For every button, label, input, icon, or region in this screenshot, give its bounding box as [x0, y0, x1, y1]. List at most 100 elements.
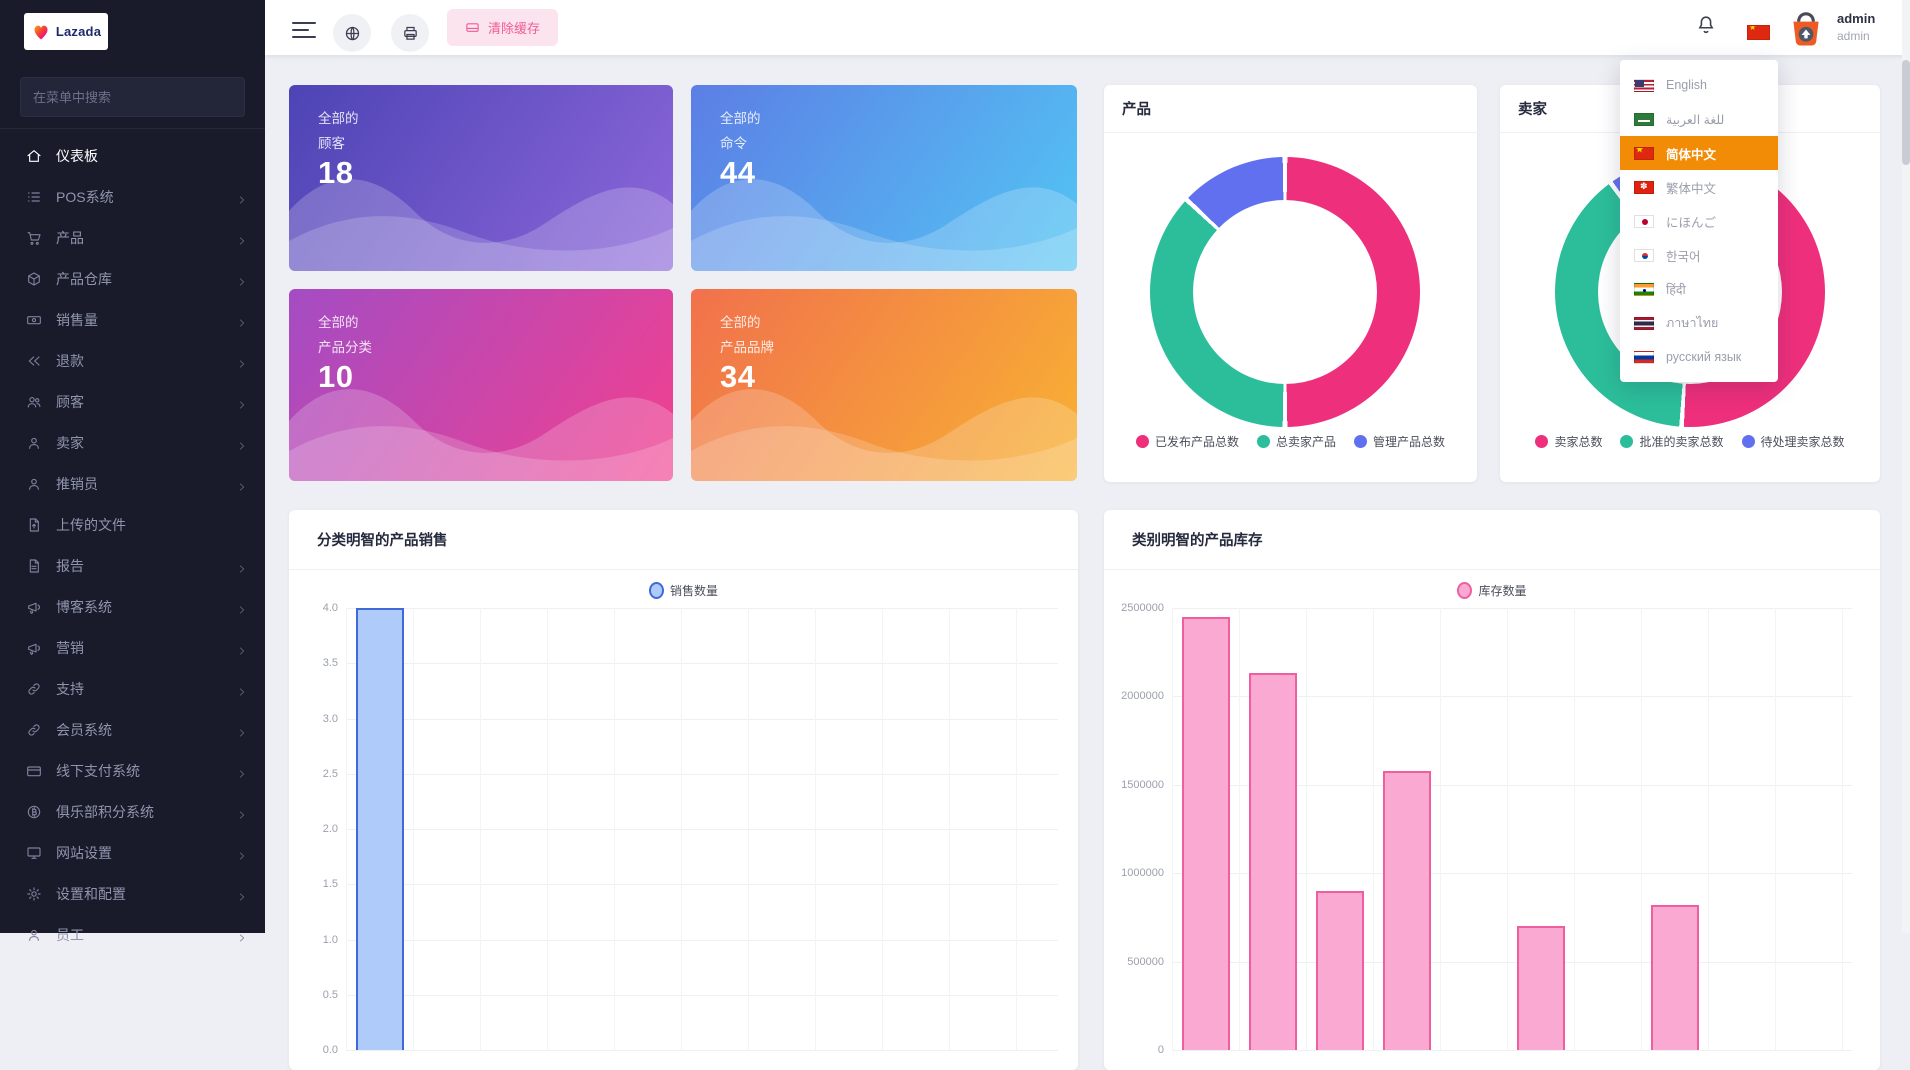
brand-logo[interactable]: Lazada	[24, 13, 108, 50]
shopping-bag-avatar-icon	[1793, 12, 1819, 46]
sidebar-item-label: POS系统	[56, 188, 114, 205]
banknote-icon	[26, 311, 43, 328]
sidebar-item-5[interactable]: 销售量	[0, 299, 265, 340]
stat-card-4[interactable]: 全部的 产品品牌 34	[691, 289, 1077, 481]
sidebar-item-label: 报告	[56, 557, 84, 574]
flag-in-icon	[1634, 282, 1654, 296]
sidebar-item-10[interactable]: 上传的文件	[0, 504, 265, 545]
notifications-button[interactable]	[1695, 14, 1723, 42]
sidebar-item-label: 产品仓库	[56, 270, 112, 287]
language-option-us[interactable]: English	[1620, 68, 1778, 102]
sidebar-item-1[interactable]: 仪表板	[0, 135, 265, 176]
list-icon	[26, 188, 43, 205]
sidebar-item-2[interactable]: POS系统	[0, 176, 265, 217]
legend-entry[interactable]: 待处理卖家总数	[1741, 433, 1845, 450]
clear-cache-button[interactable]: 清除缓存	[447, 9, 559, 46]
current-language-flag[interactable]	[1747, 25, 1770, 40]
stat-value: 10	[318, 359, 354, 394]
print-button[interactable]	[391, 14, 429, 52]
sidebar-item-label: 博客系统	[56, 598, 112, 615]
stat-card-2[interactable]: 全部的 命令 44	[691, 85, 1077, 271]
wave-decoration	[289, 389, 673, 481]
user-name: admin	[1837, 11, 1876, 26]
users-icon	[27, 396, 41, 408]
bar-value-2130000[interactable]	[1248, 673, 1297, 1050]
legend-entry[interactable]: 总卖家产品	[1256, 433, 1336, 450]
category-stock-title: 类别明智的产品库存	[1132, 533, 1263, 549]
chevron-right-icon	[237, 807, 247, 818]
chevron-right-icon	[239, 401, 245, 408]
sidebar-item-20[interactable]: 员工	[0, 914, 265, 955]
sidebar-item-13[interactable]: 营销	[0, 627, 265, 668]
sidebar-item-12[interactable]: 博客系统	[0, 586, 265, 627]
stat-card-1[interactable]: 全部的 顾客 18	[289, 85, 673, 271]
user-info[interactable]: admin admin	[1837, 11, 1875, 43]
hard-drive-icon	[466, 23, 479, 32]
cart-icon	[26, 229, 43, 246]
language-option-cn[interactable]: 简体中文	[1620, 136, 1778, 170]
sidebar-item-19[interactable]: 设置和配置	[0, 873, 265, 914]
sidebar-item-11[interactable]: 报告	[0, 545, 265, 586]
sidebar-item-15[interactable]: 会员系统	[0, 709, 265, 750]
sidebar-item-9[interactable]: 推销员	[0, 463, 265, 504]
sidebar-item-6[interactable]: 退款	[0, 340, 265, 381]
bar-value-4[interactable]	[355, 608, 404, 1050]
legend-entry[interactable]: 管理产品总数	[1354, 433, 1445, 450]
bar-value-820000[interactable]	[1650, 905, 1699, 1050]
y-axis-tick-label: 2000000	[1121, 690, 1164, 703]
scrollbar-thumb[interactable]	[1902, 60, 1910, 165]
sidebar-item-17[interactable]: 俱乐部积分系统	[0, 791, 265, 832]
bar-value-1580000[interactable]	[1382, 770, 1431, 1050]
stat-label: 产品品牌	[720, 340, 774, 355]
sidebar-item-16[interactable]: 线下支付系统	[0, 750, 265, 791]
gridline	[346, 773, 1058, 775]
bell-icon	[1698, 16, 1714, 34]
chevron-right-icon	[237, 602, 247, 613]
sales-bar-chart: 4.0 3.5 3.0 2.5 2.0 1.5 1.0 0.5 0.0	[323, 602, 1058, 1056]
legend-entry[interactable]: 卖家总数	[1535, 433, 1602, 450]
sidebar-item-4[interactable]: 产品仓库	[0, 258, 265, 299]
bar-value-2450000[interactable]	[1181, 616, 1230, 1050]
gridline	[346, 663, 1058, 665]
hamburger-menu-icon[interactable]	[292, 22, 316, 39]
user-role: admin	[1837, 29, 1870, 43]
stat-label: 产品分类	[318, 340, 372, 355]
gridline	[480, 608, 481, 1050]
gridline	[346, 994, 1058, 996]
menu-search-input[interactable]	[20, 77, 245, 117]
sidebar-item-label: 营销	[56, 639, 84, 656]
legend-dot-icon	[1135, 435, 1149, 448]
language-option-in[interactable]: हिंदी	[1620, 272, 1778, 306]
chevron-right-icon	[239, 196, 245, 203]
link-icon	[26, 721, 43, 738]
package-icon	[26, 270, 43, 287]
sidebar-item-8[interactable]: 卖家	[0, 422, 265, 463]
language-option-th[interactable]: ภาษาไทย	[1620, 306, 1778, 340]
user-avatar[interactable]	[1785, 8, 1827, 50]
legend-entry[interactable]: 批准的卖家总数	[1620, 433, 1724, 450]
legend-entry[interactable]: 已发布产品总数	[1135, 433, 1239, 450]
gridline	[748, 608, 749, 1050]
monitor-icon	[27, 846, 41, 859]
stat-prefix: 全部的	[318, 315, 359, 330]
sidebar-item-label: 顾客	[56, 393, 84, 410]
language-option-ru[interactable]: русский язык	[1620, 340, 1778, 374]
sidebar-item-7[interactable]: 顾客	[0, 381, 265, 422]
category-sales-card: 分类明智的产品销售 销售数量 4.0 3.5 3.0 2.5 2.0 1.5 1.0 0.5 0…	[289, 510, 1078, 1070]
sidebar-search	[20, 77, 245, 117]
sidebar-item-3[interactable]: 产品	[0, 217, 265, 258]
flag-cn-icon	[1634, 146, 1654, 160]
language-option-kr[interactable]: 한국어	[1620, 238, 1778, 272]
bar-value-700000[interactable]	[1516, 926, 1565, 1050]
sidebar-item-14[interactable]: 支持	[0, 668, 265, 709]
legend-entry[interactable]: 库存数量	[1457, 582, 1527, 599]
language-option-sa[interactable]: للغة العربية	[1620, 102, 1778, 136]
stat-card-3[interactable]: 全部的产品分类 10	[289, 289, 673, 481]
language-globe-button[interactable]	[333, 14, 371, 52]
sidebar-item-18[interactable]: 网站设置	[0, 832, 265, 873]
language-option-jp[interactable]: にほんご	[1620, 204, 1778, 238]
legend-entry[interactable]: 销售数量	[648, 582, 718, 599]
bar-value-900000[interactable]	[1315, 890, 1364, 1050]
page-scrollbar[interactable]	[1902, 0, 1910, 933]
language-option-hk[interactable]: 繁体中文	[1620, 170, 1778, 204]
